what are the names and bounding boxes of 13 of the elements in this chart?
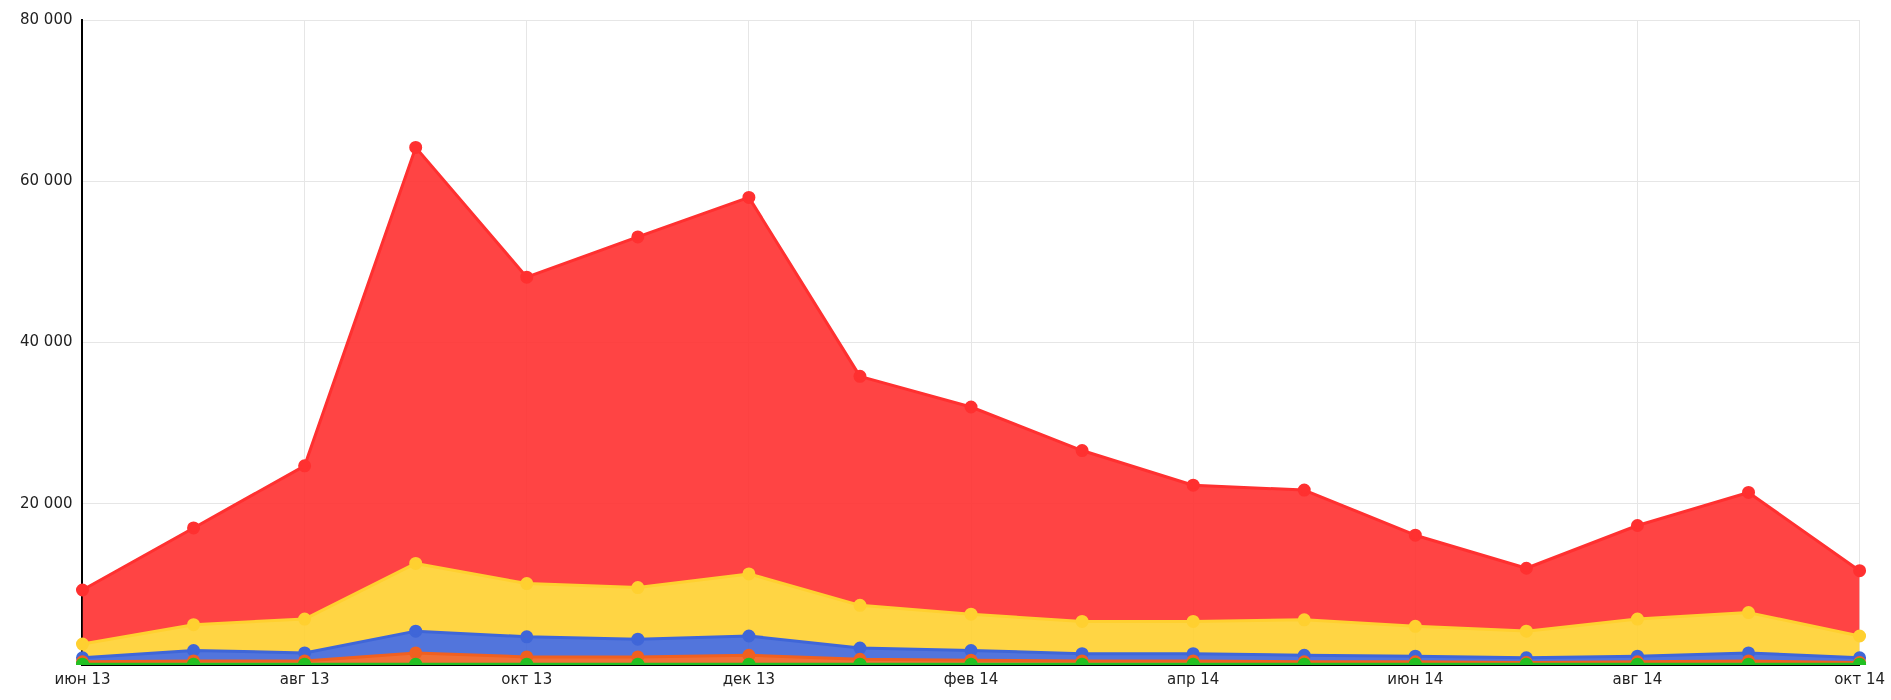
y-tick-label: 20 000: [19, 493, 73, 512]
x-tick-label: окт 14: [1834, 669, 1886, 688]
y-tick-label: 40 000: [19, 332, 73, 351]
y-tick-label: 60 000: [19, 171, 73, 190]
y-tick-label: 80 000: [19, 9, 73, 28]
x-tick-label: апр 14: [1166, 669, 1220, 688]
x-tick-label: авг 14: [1612, 669, 1663, 688]
x-tick-label: дек 13: [722, 669, 776, 688]
x-tick-label: фев 14: [943, 669, 999, 688]
x-tick-label: июн 13: [54, 669, 111, 688]
x-tick-label: июн 14: [1387, 669, 1444, 688]
x-tick-label: авг 13: [279, 669, 330, 688]
x-tick-label: окт 13: [501, 669, 553, 688]
